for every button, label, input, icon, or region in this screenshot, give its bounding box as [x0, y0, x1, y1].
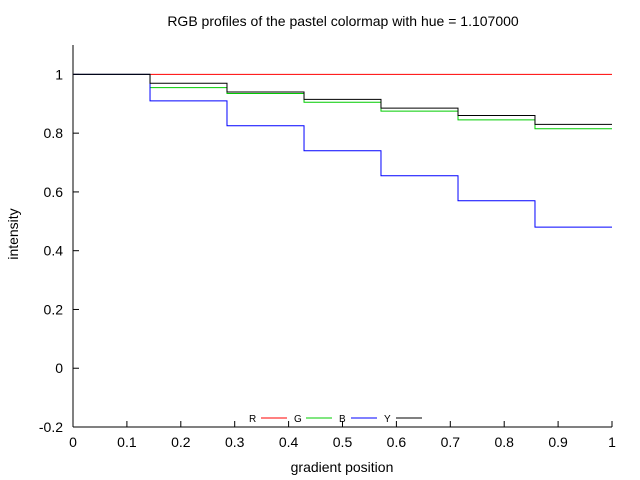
x-tick-label: 0.2	[171, 434, 191, 450]
y-axis-label: intensity	[5, 208, 21, 259]
y-tick-label: 0	[55, 360, 63, 376]
x-axis-label: gradient position	[291, 459, 394, 475]
x-tick-label: 0.4	[279, 434, 299, 450]
series-line-b	[73, 73, 612, 228]
x-axis-ticks: 0 0.1 0.2 0.3 0.4 0.5 0.6 0.7 0.8 0.9 1	[69, 421, 616, 450]
series-line-g	[73, 73, 612, 130]
x-tick-label: 0	[69, 434, 77, 450]
legend-label-g: G	[294, 414, 302, 425]
legend-label-r: R	[249, 414, 256, 425]
x-tick-label: 0.7	[441, 434, 461, 450]
y-tick-label: 0.8	[44, 125, 64, 141]
legend-label-y: Y	[384, 414, 391, 425]
chart-title: RGB profiles of the pastel colormap with…	[167, 13, 519, 29]
y-tick-label: 0.4	[44, 243, 64, 259]
x-tick-label: 0.9	[548, 434, 568, 450]
x-tick-label: 0.5	[333, 434, 353, 450]
y-tick-label: 0.2	[44, 301, 64, 317]
y-tick-label: 1	[55, 66, 63, 82]
x-tick-label: 0.3	[225, 434, 245, 450]
legend-label-b: B	[339, 414, 346, 425]
x-tick-label: 1	[608, 434, 616, 450]
series-layer	[73, 73, 612, 228]
series-line-y	[73, 73, 612, 125]
y-tick-label: 0.6	[44, 184, 64, 200]
x-tick-label: 0.6	[387, 434, 407, 450]
y-tick-label: -0.2	[39, 419, 63, 435]
y-axis-ticks: -0.2 0 0.2 0.4 0.6 0.8 1	[39, 66, 79, 435]
x-tick-label: 0.1	[117, 434, 137, 450]
x-tick-label: 0.8	[494, 434, 514, 450]
